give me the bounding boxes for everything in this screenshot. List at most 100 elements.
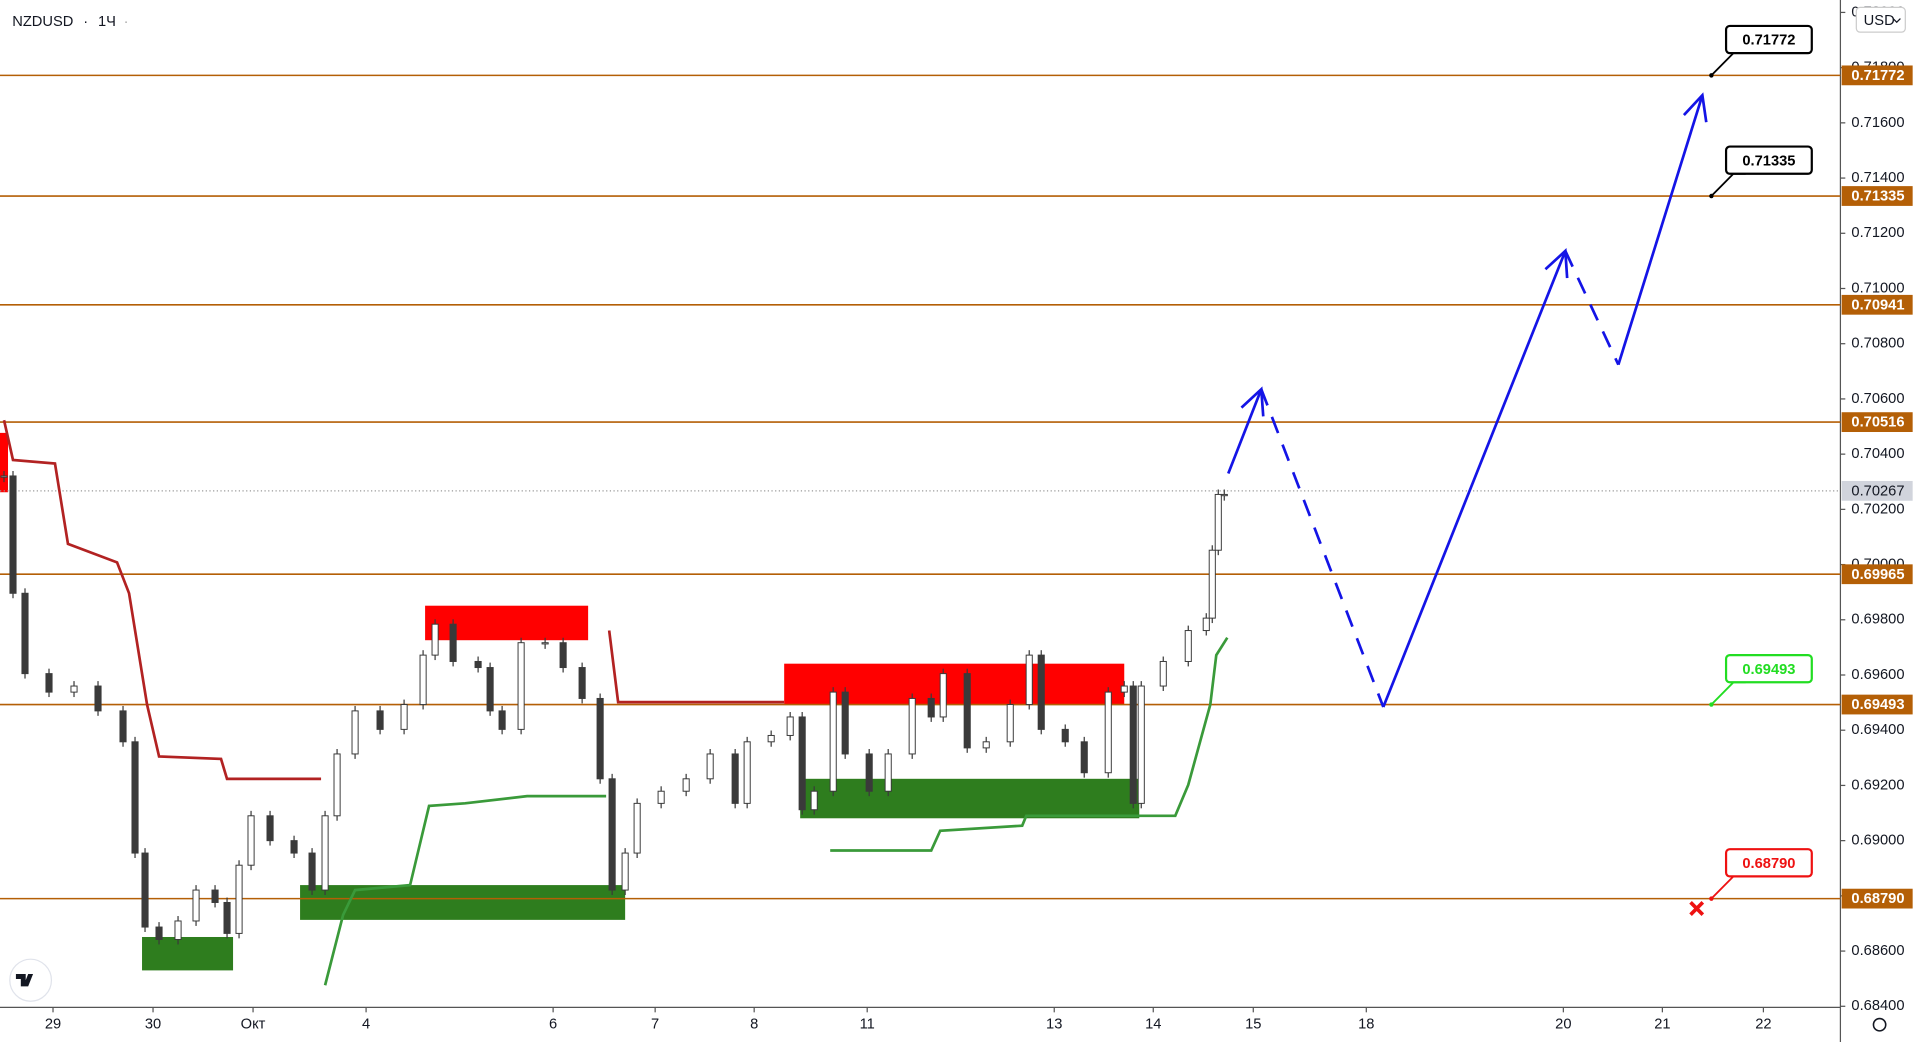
callout-anchor — [1709, 896, 1714, 901]
x-tick-label: 4 — [362, 1017, 370, 1033]
x-tick-label: 14 — [1145, 1017, 1161, 1033]
candle — [810, 790, 818, 811]
candle — [192, 889, 200, 922]
settings-icon[interactable] — [1872, 1017, 1887, 1032]
candle — [1061, 728, 1069, 743]
level-price-box — [1841, 694, 1913, 715]
separator: · — [124, 14, 129, 30]
candle — [351, 710, 359, 755]
x-tick-label: 6 — [549, 1017, 557, 1033]
level-price-box — [1841, 65, 1913, 86]
candle — [449, 623, 457, 662]
level-price-label: 0.69965 — [1851, 567, 1904, 583]
candle — [431, 623, 439, 656]
separator: · — [83, 14, 88, 30]
callout-box — [1724, 145, 1813, 175]
x-tick-label: 29 — [45, 1017, 61, 1033]
candle — [1208, 549, 1216, 619]
candle — [235, 864, 243, 934]
x-tick-label: 22 — [1755, 1017, 1771, 1033]
supertrend-line — [2, 419, 785, 781]
projection-segment — [1382, 250, 1567, 708]
candle — [982, 741, 990, 749]
candle — [743, 741, 751, 804]
level-price-label: 0.71335 — [1851, 188, 1904, 204]
candle — [155, 926, 163, 940]
candle — [333, 753, 341, 817]
candle — [1220, 493, 1228, 497]
candle — [419, 654, 427, 706]
candle — [1129, 685, 1137, 804]
supertrend-line — [323, 636, 1229, 986]
currency-label[interactable]: USD — [1864, 13, 1895, 29]
candle — [266, 815, 274, 842]
candle — [841, 691, 849, 755]
x-tick-label: 11 — [860, 1017, 875, 1033]
x-tick-label: 8 — [750, 1017, 758, 1033]
y-tick-label: 0.69400 — [1851, 722, 1904, 738]
candle — [1137, 685, 1145, 804]
y-tick-label: 0.69800 — [1851, 612, 1904, 628]
candle — [1037, 654, 1045, 730]
candle — [1006, 704, 1014, 743]
candle — [131, 741, 139, 854]
candle — [963, 673, 971, 749]
currency-button[interactable] — [1855, 6, 1906, 33]
y-tick-label: 0.70600 — [1851, 391, 1904, 407]
last-price-box — [1841, 480, 1913, 501]
candle — [621, 852, 629, 891]
callout-anchor — [1709, 73, 1714, 78]
candle — [829, 691, 837, 792]
x-tick-label: 30 — [145, 1017, 161, 1033]
y-tick-label: 0.71400 — [1851, 170, 1904, 186]
dropdown-arrow[interactable] — [1892, 18, 1901, 24]
candle — [939, 673, 947, 718]
candle — [1080, 741, 1088, 774]
candle — [290, 840, 298, 854]
y-tick-label: 0.70200 — [1851, 501, 1904, 517]
interval: 1Ч — [98, 14, 116, 30]
y-tick-label: 0.69000 — [1851, 833, 1904, 849]
candle — [633, 802, 641, 854]
candle — [798, 716, 806, 811]
zone — [0, 432, 9, 493]
last-price-label: 0.70267 — [1851, 483, 1904, 499]
x-tick-label: Окт — [241, 1017, 266, 1033]
callout-label: 0.68790 — [1742, 856, 1795, 872]
level-price-label: 0.70941 — [1851, 297, 1904, 313]
x-tick-label: 18 — [1358, 1017, 1374, 1033]
candle — [498, 710, 506, 730]
candle — [308, 852, 316, 891]
candle — [1159, 660, 1167, 687]
candle — [376, 710, 384, 730]
candle — [682, 778, 690, 792]
y-tick-label: 0.71600 — [1851, 115, 1904, 131]
candle — [141, 852, 149, 928]
candle — [517, 642, 525, 730]
arrow-head — [1682, 92, 1708, 123]
candle — [45, 673, 53, 693]
projection-segment — [1260, 388, 1385, 708]
candle — [1104, 691, 1112, 774]
plot: 0.684000.686000.688000.690000.692000.694… — [0, 4, 1913, 1033]
candle — [247, 815, 255, 866]
candle — [927, 697, 935, 718]
logo-mark — [15, 974, 34, 987]
callout-box — [1724, 653, 1813, 684]
x-tick-label: 7 — [651, 1017, 659, 1033]
candle — [608, 778, 616, 891]
candle — [908, 697, 916, 755]
y-tick-label: 0.68400 — [1851, 998, 1904, 1014]
candle — [1120, 685, 1128, 693]
x-tick-label: 21 — [1654, 1017, 1670, 1033]
callout-box — [1724, 848, 1813, 878]
candle — [1025, 654, 1033, 706]
callout-box — [1724, 24, 1813, 55]
y-tick-label: 0.69600 — [1851, 667, 1904, 683]
level-price-box — [1841, 412, 1913, 433]
level-price-label: 0.69493 — [1851, 697, 1904, 713]
y-tick-label: 0.69200 — [1851, 777, 1904, 793]
y-tick-label: 0.71200 — [1851, 225, 1904, 241]
candle — [731, 753, 739, 804]
